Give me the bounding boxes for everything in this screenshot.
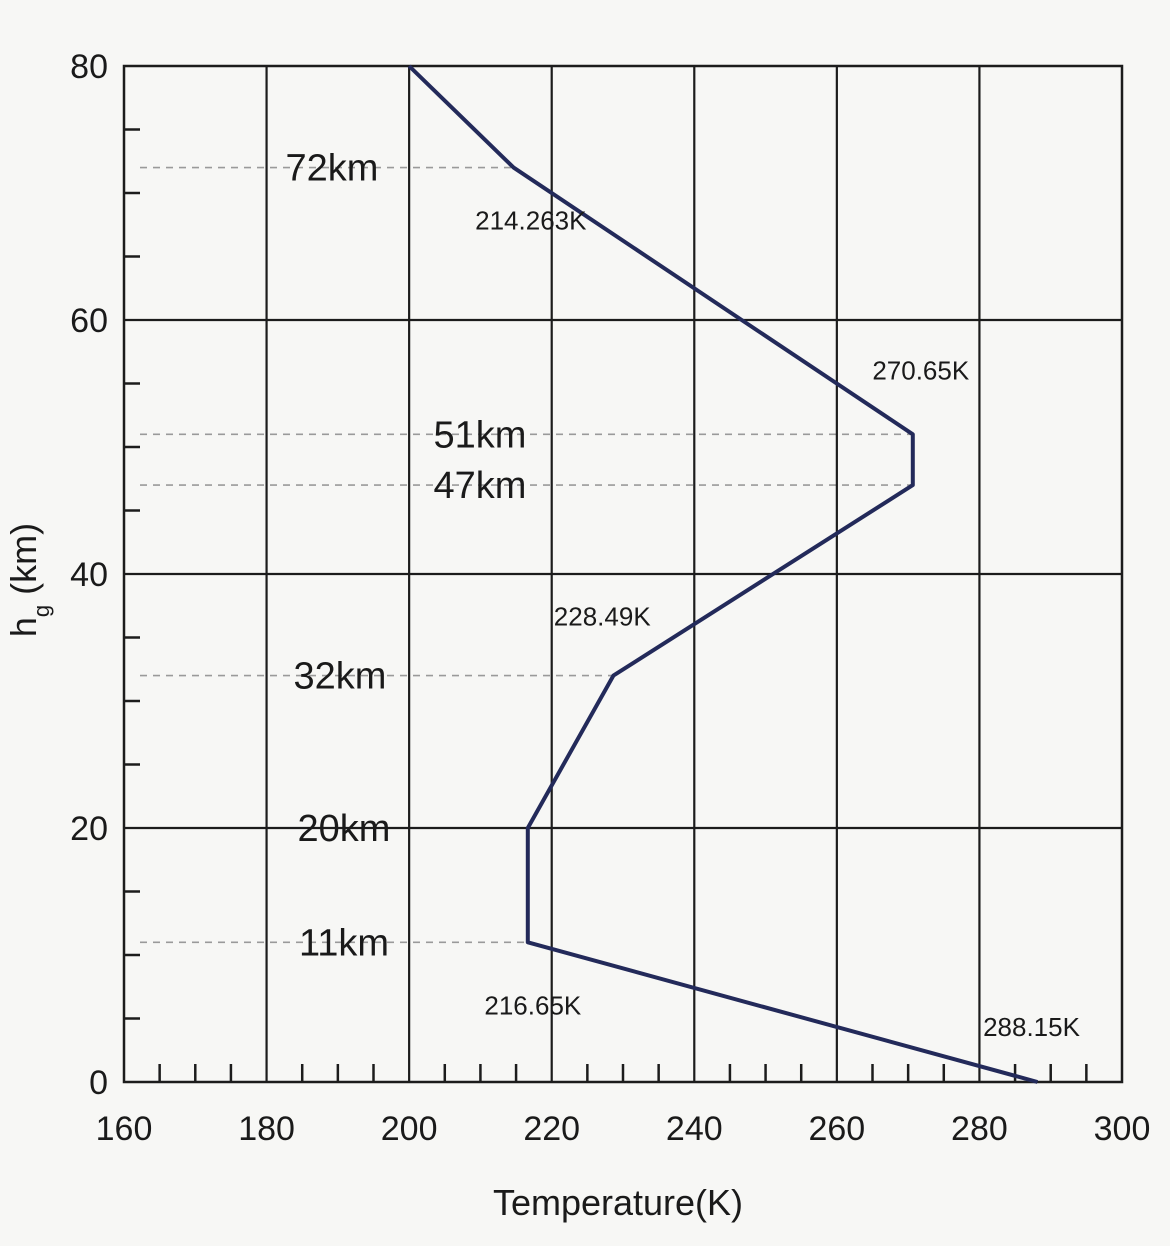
altitude-guide-lines xyxy=(140,166,913,944)
temperature-label-214.263K: 214.263K xyxy=(475,206,587,236)
y-tick-label-40: 40 xyxy=(70,556,108,594)
x-tick-label-300: 300 xyxy=(1094,1110,1151,1148)
annotations: 72km 51km 47km 32km 20km 11km 214.263K 270.65K 2… xyxy=(286,148,1081,1042)
y-axis-title: hg (km) xyxy=(3,523,54,637)
temperature-label-228.49K: 228.49K xyxy=(554,602,652,632)
y-axis-title-unit: (km) xyxy=(3,523,44,605)
grid-lines xyxy=(124,66,1122,1082)
altitude-label-11km: 11km xyxy=(299,922,389,964)
y-tick-label-60: 60 xyxy=(70,302,108,340)
altitude-label-72km: 72km xyxy=(286,148,379,190)
x-axis-title: Temperature(K) xyxy=(493,1182,743,1223)
x-tick-label-160: 160 xyxy=(96,1110,153,1148)
temperature-label-270.65K: 270.65K xyxy=(872,355,970,385)
x-tick-label-200: 200 xyxy=(381,1110,438,1148)
temperature-label-216.65K: 216.65K xyxy=(484,990,582,1020)
y-tick-label-20: 20 xyxy=(70,810,108,848)
altitude-label-47km: 47km xyxy=(434,465,527,507)
altitude-label-32km: 32km xyxy=(294,656,387,698)
x-tick-label-240: 240 xyxy=(666,1110,723,1148)
altitude-label-20km: 20km xyxy=(298,808,391,850)
tick-labels: 160 180 200 220 240 260 280 300 0 20 40 60 80 xyxy=(70,48,1150,1148)
x-tick-label-260: 260 xyxy=(808,1110,865,1148)
minor-ticks xyxy=(124,128,1088,1082)
temperature-profile xyxy=(407,64,1039,1084)
x-tick-label-180: 180 xyxy=(238,1110,295,1148)
x-tick-label-220: 220 xyxy=(523,1110,580,1148)
y-axis-title-sub: g xyxy=(29,605,54,617)
temperature-profile-line xyxy=(407,64,1039,1084)
x-tick-label-280: 280 xyxy=(951,1110,1008,1148)
temperature-label-288.15K: 288.15K xyxy=(983,1012,1081,1042)
y-tick-label-0: 0 xyxy=(89,1064,108,1102)
y-tick-label-80: 80 xyxy=(70,48,108,86)
y-axis-title-main: h xyxy=(3,617,44,637)
altitude-label-51km: 51km xyxy=(434,414,527,456)
